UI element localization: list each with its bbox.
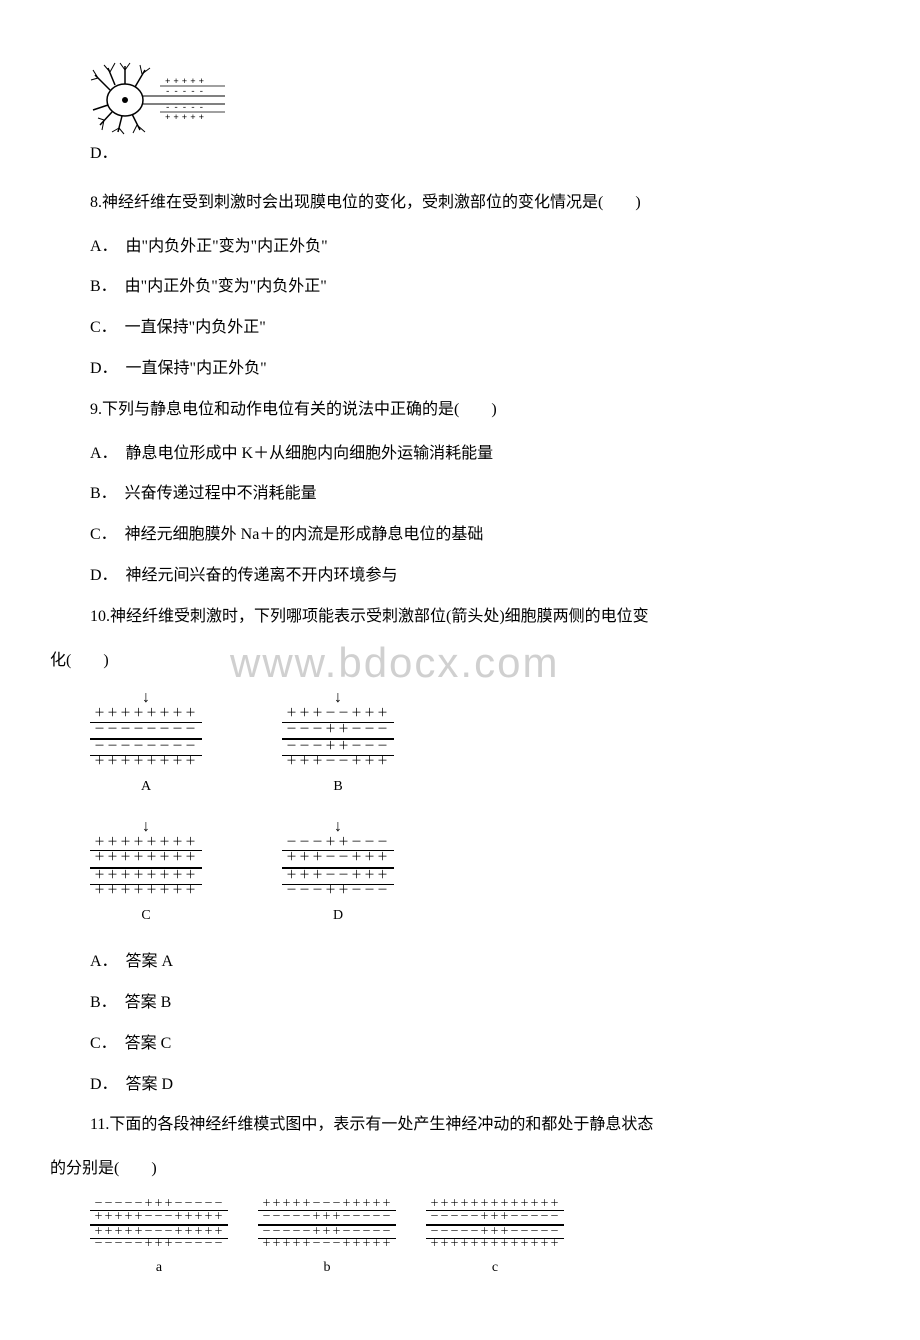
svg-text:-----: ----- [165, 103, 207, 113]
arrow-down-icon: ↓ [334, 690, 342, 706]
q10-option-a: A． 答案 A [90, 948, 870, 977]
q11-diagrams: －－－－－＋＋＋－－－－－ ＋＋＋＋＋－－－＋＋＋＋＋ ＋＋＋＋＋－－－＋＋＋＋… [90, 1199, 870, 1280]
neuron-diagram-icon: +++++ ----- ----- +++++ [90, 60, 240, 135]
q11-diagram-c: ＋＋＋＋＋＋＋＋＋＋＋＋＋ －－－－－＋＋＋－－－－－ －－－－－＋＋＋－－－－… [426, 1199, 564, 1280]
q8-option-c: C． 一直保持"内负外正" [90, 314, 870, 343]
q10-diagrams: ↓ ＋＋＋＋＋＋＋＋ －－－－－－－－ －－－－－－－－ ＋＋＋＋＋＋＋＋ A … [90, 690, 870, 928]
svg-text:+++++: +++++ [165, 113, 207, 123]
q11-text-line2: 的分别是( ) [50, 1155, 870, 1184]
q10-option-b: B． 答案 B [90, 989, 870, 1018]
q10-text-line2: 化( ) [50, 647, 870, 676]
q9-option-c: C． 神经元细胞膜外 Na＋的内流是形成静息电位的基础 [90, 521, 870, 550]
arrow-down-icon: ↓ [142, 690, 150, 706]
q8-option-b: B． 由"内正外负"变为"内负外正" [90, 273, 870, 302]
arrow-down-icon: ↓ [334, 819, 342, 835]
q8-text: 8.神经纤维在受到刺激时会出现膜电位的变化，受刺激部位的变化情况是( ) [90, 189, 870, 218]
q10-text-line1: 10.神经纤维受刺激时，下列哪项能表示受刺激部位(箭头处)细胞膜两侧的电位变 [90, 603, 870, 632]
q10-diagram-d: ↓ －－－＋＋－－－ ＋＋＋－－＋＋＋ ＋＋＋－－＋＋＋ －－－＋＋－－－ D [282, 819, 394, 928]
q9-option-b: B． 兴奋传递过程中不消耗能量 [90, 480, 870, 509]
q7-option-d-letter: D． [90, 140, 870, 169]
q9-text: 9.下列与静息电位和动作电位有关的说法中正确的是( ) [90, 396, 870, 425]
q8-option-d: D． 一直保持"内正外负" [90, 355, 870, 384]
arrow-down-icon: ↓ [142, 819, 150, 835]
q10-option-d: D． 答案 D [90, 1071, 870, 1100]
q11-diagram-b: ＋＋＋＋＋－－－＋＋＋＋＋ －－－－－＋＋＋－－－－－ －－－－－＋＋＋－－－－… [258, 1199, 396, 1280]
q10-diagram-c: ↓ ＋＋＋＋＋＋＋＋ ＋＋＋＋＋＋＋＋ ＋＋＋＋＋＋＋＋ ＋＋＋＋＋＋＋＋ C [90, 819, 202, 928]
q10-option-c: C． 答案 C [90, 1030, 870, 1059]
svg-text:+++++: +++++ [165, 77, 207, 87]
svg-text:-----: ----- [165, 87, 207, 97]
q9-option-a: A． 静息电位形成中 K＋从细胞内向细胞外运输消耗能量 [90, 440, 870, 469]
q8-option-a: A． 由"内负外正"变为"内正外负" [90, 233, 870, 262]
q11-text-line1: 11.下面的各段神经纤维模式图中，表示有一处产生神经冲动的和都处于静息状态 [90, 1111, 870, 1140]
q7-option-d-image: +++++ ----- ----- +++++ [90, 60, 870, 135]
q9-option-d: D． 神经元间兴奋的传递离不开内环境参与 [90, 562, 870, 591]
q10-diagram-a: ↓ ＋＋＋＋＋＋＋＋ －－－－－－－－ －－－－－－－－ ＋＋＋＋＋＋＋＋ A [90, 690, 202, 799]
q11-diagram-a: －－－－－＋＋＋－－－－－ ＋＋＋＋＋－－－＋＋＋＋＋ ＋＋＋＋＋－－－＋＋＋＋… [90, 1199, 228, 1280]
q10-diagram-b: ↓ ＋＋＋－－＋＋＋ －－－＋＋－－－ －－－＋＋－－－ ＋＋＋－－＋＋＋ B [282, 690, 394, 799]
